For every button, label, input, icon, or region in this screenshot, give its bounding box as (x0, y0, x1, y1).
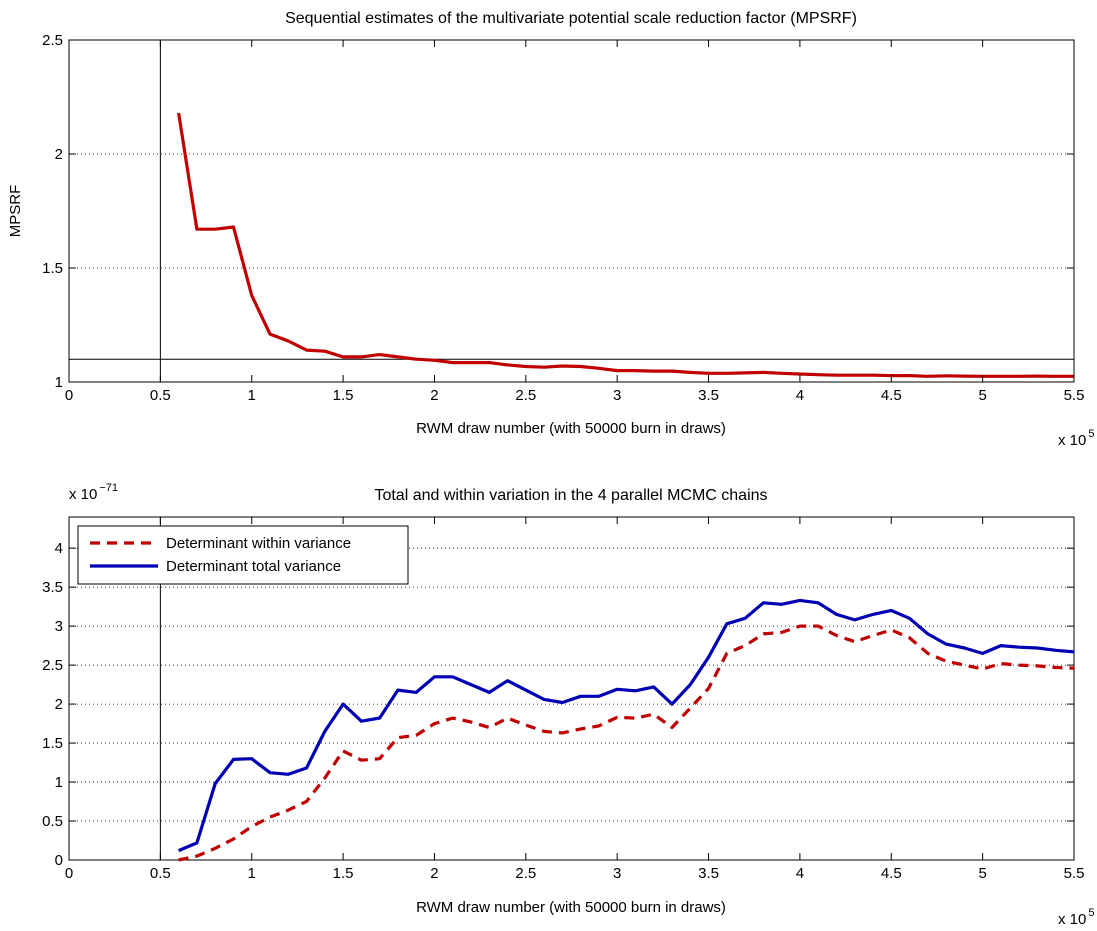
x-tick-label: 3.5 (698, 865, 719, 882)
variation-chart-frame (68, 516, 1075, 861)
variation-chart-xlabel: RWM draw number (with 50000 burn in draw… (416, 899, 726, 916)
x-tick-label: 3 (613, 865, 621, 882)
x-tick-label: 4 (796, 387, 804, 404)
y-tick-label: 3 (55, 618, 63, 635)
mpsrf-chart-series (177, 112, 1074, 378)
y-tick-label: 0.5 (42, 813, 63, 830)
y-tick-label: 0 (55, 852, 63, 869)
variation-chart-x-multiplier: x 10 5 (1058, 907, 1094, 928)
x-tick-label: 0 (65, 865, 73, 882)
mpsrf-chart-ticks: 1 1.5 2 2.5 0 0.5 1 1.5 2 2.5 3 3.5 4 4.5 5 5.5 (42, 32, 1084, 404)
legend-box (77, 525, 409, 585)
x-tick-label: 1 (248, 865, 256, 882)
x-tick-label: 5.5 (1064, 865, 1085, 882)
x-tick-label: 1 (248, 387, 256, 404)
series-line-within-variance (178, 624, 1075, 862)
variation-chart-legend: Determinant within variance Determinant t… (77, 525, 409, 585)
x-tick-label: 2.5 (515, 865, 536, 882)
y-tick-label: 2 (55, 146, 63, 163)
y-tick-label: 3.5 (42, 579, 63, 596)
y-tick-label: 2 (55, 696, 63, 713)
x-tick-label: 3.5 (698, 387, 719, 404)
legend-label: Determinant within variance (166, 535, 351, 552)
y-tick-label: 4 (55, 540, 63, 557)
x-tick-label: 4 (796, 865, 804, 882)
x-tick-label: 1.5 (333, 865, 354, 882)
y-tick-label: 1.5 (42, 260, 63, 277)
x-tick-label: 2.5 (515, 387, 536, 404)
mpsrf-chart: Sequential estimates of the multivariate… (7, 10, 1094, 449)
x-tick-label: 3 (613, 387, 621, 404)
mpsrf-chart-xlabel: RWM draw number (with 50000 burn in draw… (416, 420, 726, 437)
variation-chart-ticks: 0 0.5 1 1.5 2 2.5 3 3.5 4 0 0.5 1 1.5 2 2.5 3 3.5 4 4.5 5 5.… (42, 517, 1084, 882)
variation-chart-y-multiplier: x 10 −71 (69, 482, 118, 503)
mpsrf-chart-reference-lines (69, 40, 1074, 382)
variation-chart: Total and within variation in the 4 para… (42, 482, 1094, 928)
x-tick-label: 2 (430, 387, 438, 404)
x-tick-label: 4.5 (881, 387, 902, 404)
x-tick-label: 5 (978, 865, 986, 882)
variation-chart-title: Total and within variation in the 4 para… (374, 487, 767, 504)
y-tick-label: 1 (55, 774, 63, 791)
x-tick-label: 4.5 (881, 865, 902, 882)
x-tick-label: 5.5 (1064, 387, 1085, 404)
x-tick-label: 0.5 (150, 387, 171, 404)
legend-label: Determinant total variance (166, 558, 341, 575)
variation-chart-series (177, 598, 1075, 862)
series-line-mpsrf (177, 112, 1074, 378)
series-line-total-variance (177, 598, 1075, 853)
mpsrf-chart-frame (68, 39, 1075, 383)
y-tick-label: 2.5 (42, 32, 63, 49)
x-tick-label: 2 (430, 865, 438, 882)
y-tick-label: 2.5 (42, 657, 63, 674)
mpsrf-chart-ylabel: MPSRF (7, 185, 24, 238)
x-tick-label: 5 (978, 387, 986, 404)
mpsrf-chart-x-multiplier: x 10 5 (1058, 428, 1094, 449)
x-tick-label: 0 (65, 387, 73, 404)
y-tick-label: 1 (55, 374, 63, 391)
x-tick-label: 1.5 (333, 387, 354, 404)
mpsrf-chart-grid (69, 153, 1074, 269)
mpsrf-chart-title: Sequential estimates of the multivariate… (285, 10, 857, 27)
y-tick-label: 1.5 (42, 735, 63, 752)
x-tick-label: 0.5 (150, 865, 171, 882)
